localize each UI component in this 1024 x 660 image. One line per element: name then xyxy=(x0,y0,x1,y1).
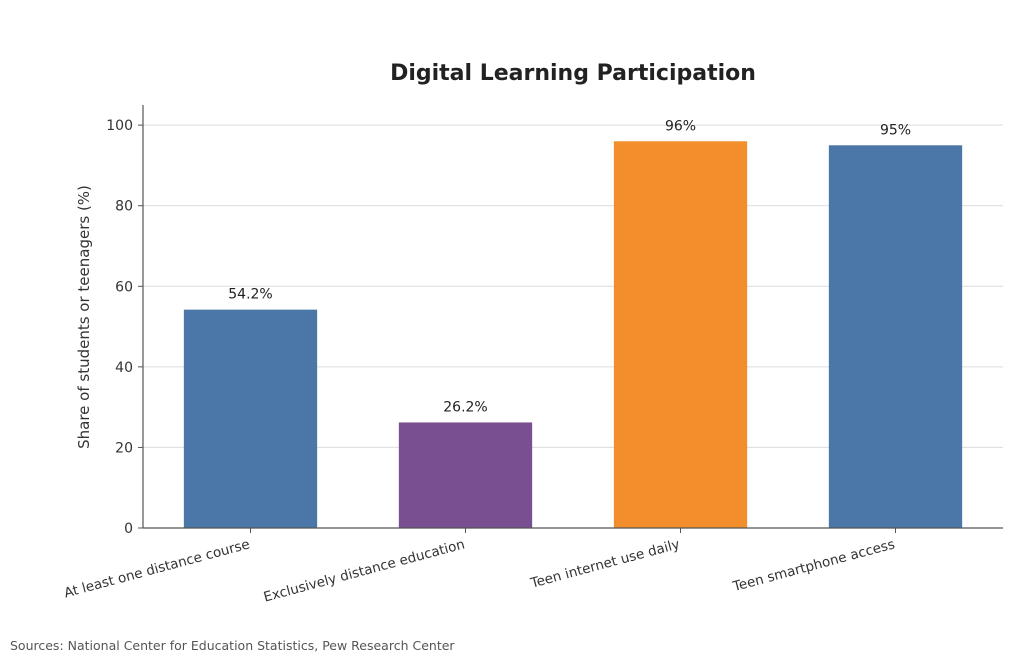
bar xyxy=(828,145,963,529)
y-tick-label: 100 xyxy=(106,118,133,134)
y-tick-label: 20 xyxy=(115,440,133,456)
data-label: 54.2% xyxy=(228,287,272,303)
source-note: Sources: National Center for Education S… xyxy=(10,638,455,653)
y-axis-title: Share of students or teenagers (%) xyxy=(75,185,93,449)
y-tick-label: 0 xyxy=(124,521,133,537)
axes xyxy=(138,105,1003,533)
bars xyxy=(183,141,963,529)
data-label: 26.2% xyxy=(443,399,487,415)
bar xyxy=(183,309,318,528)
x-tick-label: Teen internet use daily xyxy=(528,536,681,591)
data-label: 96% xyxy=(665,118,696,134)
y-tick-label: 80 xyxy=(115,199,133,215)
bar xyxy=(398,422,533,528)
data-label: 95% xyxy=(880,122,911,138)
bar xyxy=(613,141,748,528)
y-tick-label: 40 xyxy=(115,360,133,376)
data-labels: 54.2% 26.2% 96% 95% xyxy=(228,118,911,415)
x-tick-labels: At least one distance course Exclusively … xyxy=(62,536,896,605)
x-tick-label: Exclusively distance education xyxy=(262,536,467,605)
y-tick-label: 60 xyxy=(115,279,133,295)
x-tick-label: Teen smartphone access xyxy=(730,536,896,595)
x-tick-label: At least one distance course xyxy=(62,536,251,601)
y-tick-labels: 0 20 40 60 80 100 xyxy=(106,118,133,537)
chart-title: Digital Learning Participation xyxy=(390,61,756,86)
